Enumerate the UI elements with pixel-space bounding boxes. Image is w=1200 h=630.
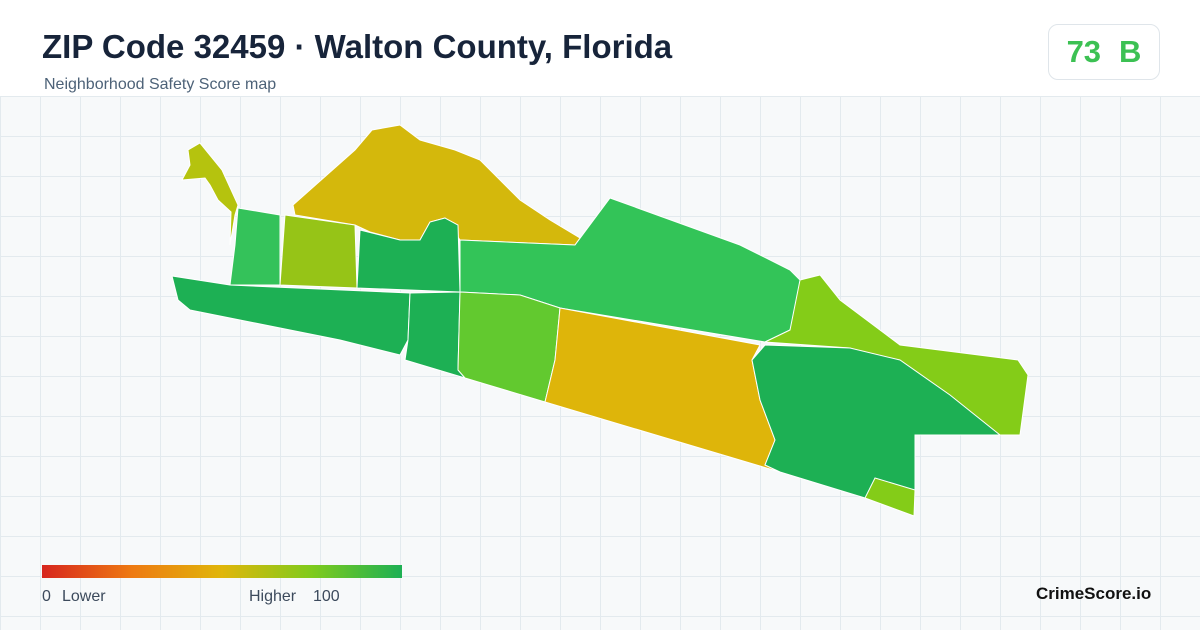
legend-min-label: Lower (62, 588, 106, 605)
region (279, 214, 358, 289)
title: ZIP Code 32459 · Walton County, Florida (42, 28, 673, 65)
legend-max-label: Higher (249, 588, 297, 605)
legend-min: 0 (42, 588, 51, 605)
region (171, 275, 411, 356)
region (404, 291, 467, 379)
region (864, 477, 916, 517)
score-badge: 73 B (1048, 24, 1160, 80)
brand: CrimeScore.io (1036, 584, 1152, 603)
region (457, 291, 561, 403)
region (356, 217, 461, 293)
score: 73 (1066, 34, 1102, 69)
header (0, 0, 1200, 96)
legend-max: 100 (313, 588, 340, 605)
grade: B (1119, 34, 1142, 69)
region (181, 142, 239, 246)
legend-gradient (42, 565, 402, 578)
subtitle: Neighborhood Safety Score map (44, 76, 277, 93)
region (229, 207, 281, 286)
